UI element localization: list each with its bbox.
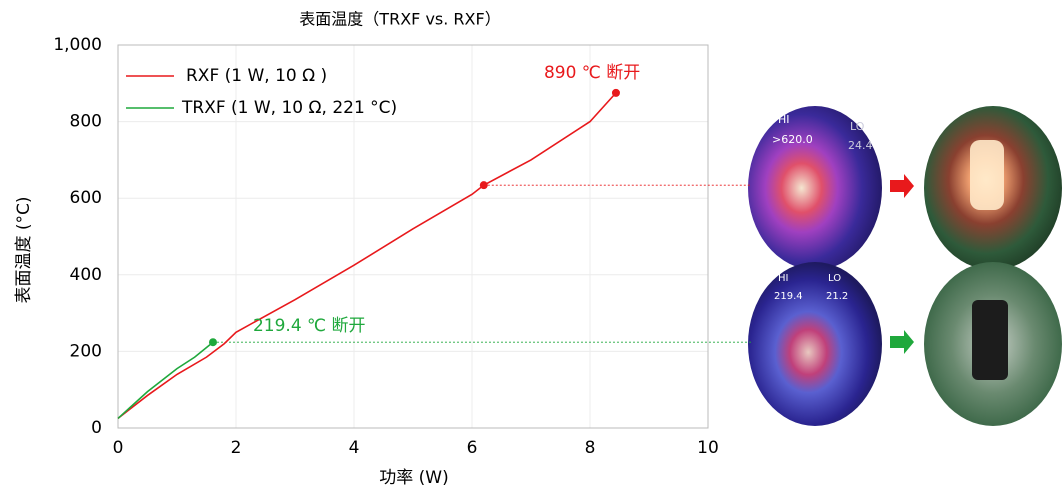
x-tick-label: 4 bbox=[349, 438, 360, 458]
component bbox=[970, 140, 1004, 210]
y-tick-label: 200 bbox=[70, 341, 102, 361]
thermal-image bbox=[748, 262, 882, 426]
highlight-point bbox=[208, 338, 217, 347]
highlight-point bbox=[611, 88, 620, 97]
annotation: 219.4 ℃ 断开 bbox=[253, 316, 366, 336]
photo-text: HI bbox=[778, 113, 790, 126]
x-tick-label: 2 bbox=[231, 438, 242, 458]
annotation: 890 ℃ 断开 bbox=[544, 63, 640, 83]
line bbox=[117, 92, 617, 420]
photo-text: >620.0 bbox=[772, 133, 813, 146]
arrow bbox=[890, 330, 914, 354]
highlight-point bbox=[479, 181, 488, 190]
y-tick-label: 1,000 bbox=[53, 35, 102, 55]
photo-text: HI bbox=[778, 273, 788, 284]
y-tick-label: 600 bbox=[70, 188, 102, 208]
arrow bbox=[890, 174, 914, 198]
x-tick-label: 8 bbox=[585, 438, 596, 458]
component bbox=[972, 300, 1008, 380]
thermal-image bbox=[748, 106, 882, 270]
y-tick-label: 800 bbox=[70, 112, 102, 132]
x-tick-label: 0 bbox=[113, 438, 124, 458]
legend-label: TRXF (1 W, 10 Ω, 221 °C) bbox=[181, 98, 397, 118]
chart-title: 表面温度（TRXF vs. RXF） bbox=[299, 10, 500, 29]
y-axis-label: 表面温度 (°C) bbox=[14, 196, 34, 303]
legend-label: RXF (1 W, 10 Ω ) bbox=[186, 66, 327, 86]
y-tick-label: 400 bbox=[70, 265, 102, 285]
photo-text: 219.4 bbox=[774, 291, 803, 302]
plot-frame bbox=[117, 44, 709, 429]
photo-text: LO bbox=[850, 120, 865, 133]
x-axis-label: 功率 (W) bbox=[379, 468, 448, 488]
photos: HI >620.0 LO 24.4 HI LO 219.4 21.2 bbox=[748, 106, 1062, 426]
photo-text: LO bbox=[828, 273, 841, 284]
photo-text: 21.2 bbox=[826, 291, 848, 302]
y-tick-label: 0 bbox=[91, 418, 102, 438]
x-tick-label: 6 bbox=[467, 438, 478, 458]
photo-text: 24.4 bbox=[848, 139, 873, 152]
x-tick-label: 10 bbox=[697, 438, 719, 458]
line bbox=[117, 341, 214, 420]
